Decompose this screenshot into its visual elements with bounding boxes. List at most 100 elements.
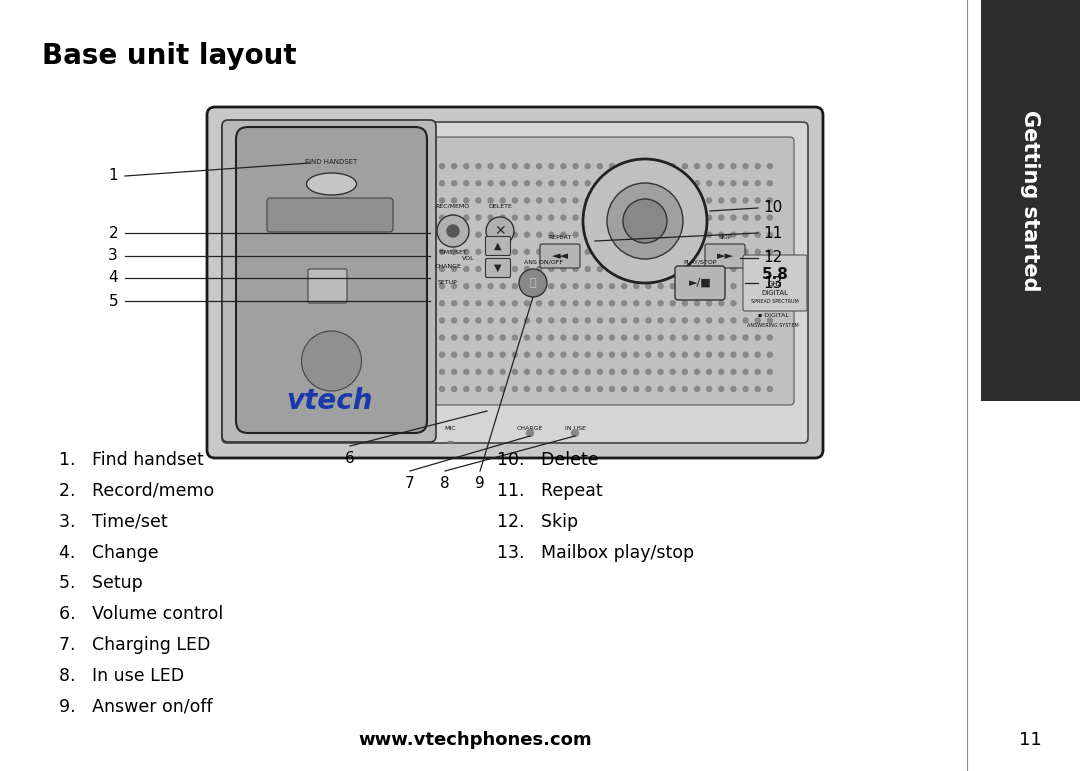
Circle shape — [597, 198, 603, 203]
Circle shape — [743, 352, 748, 357]
Text: 1.   Find handset: 1. Find handset — [59, 451, 204, 469]
Circle shape — [476, 335, 481, 340]
Circle shape — [476, 386, 481, 392]
Circle shape — [609, 180, 615, 186]
Circle shape — [573, 215, 578, 220]
Text: 8: 8 — [441, 476, 449, 491]
Circle shape — [585, 284, 590, 288]
Circle shape — [609, 335, 615, 340]
Circle shape — [451, 180, 457, 186]
Text: 10.   Delete: 10. Delete — [497, 451, 598, 469]
Circle shape — [646, 232, 651, 237]
Circle shape — [440, 267, 445, 271]
Circle shape — [597, 318, 603, 323]
FancyBboxPatch shape — [222, 122, 808, 443]
Circle shape — [583, 159, 707, 283]
Circle shape — [658, 163, 663, 169]
Circle shape — [646, 284, 651, 288]
Circle shape — [525, 198, 529, 203]
Circle shape — [488, 215, 494, 220]
Circle shape — [549, 284, 554, 288]
Circle shape — [463, 301, 469, 306]
Circle shape — [585, 163, 590, 169]
Circle shape — [706, 335, 712, 340]
Circle shape — [476, 301, 481, 306]
Text: FIND HANDSET: FIND HANDSET — [306, 159, 357, 165]
Circle shape — [537, 369, 542, 375]
Circle shape — [573, 267, 578, 271]
Circle shape — [719, 215, 724, 220]
Circle shape — [646, 215, 651, 220]
Circle shape — [731, 267, 735, 271]
Circle shape — [683, 215, 687, 220]
Circle shape — [561, 301, 566, 306]
Text: 11: 11 — [762, 225, 782, 241]
Circle shape — [634, 215, 638, 220]
Circle shape — [561, 249, 566, 254]
Circle shape — [719, 318, 724, 323]
Text: 12.   Skip: 12. Skip — [497, 513, 578, 530]
Circle shape — [500, 215, 505, 220]
Circle shape — [743, 335, 748, 340]
Circle shape — [646, 301, 651, 306]
Circle shape — [683, 180, 687, 186]
Circle shape — [683, 301, 687, 306]
Circle shape — [646, 318, 651, 323]
Text: 7.   Charging LED: 7. Charging LED — [59, 636, 211, 654]
FancyBboxPatch shape — [743, 255, 807, 311]
FancyBboxPatch shape — [426, 137, 794, 405]
Circle shape — [500, 267, 505, 271]
Circle shape — [549, 215, 554, 220]
Circle shape — [561, 198, 566, 203]
Circle shape — [476, 232, 481, 237]
Circle shape — [561, 284, 566, 288]
Circle shape — [609, 215, 615, 220]
Circle shape — [719, 267, 724, 271]
Text: ▬: ▬ — [447, 438, 454, 444]
Circle shape — [525, 163, 529, 169]
Circle shape — [622, 249, 626, 254]
Circle shape — [743, 215, 748, 220]
Circle shape — [463, 232, 469, 237]
Circle shape — [646, 249, 651, 254]
Circle shape — [585, 180, 590, 186]
Circle shape — [706, 318, 712, 323]
Text: 13: 13 — [762, 275, 782, 291]
Text: SPREAD SPECTRUM: SPREAD SPECTRUM — [751, 299, 799, 304]
Circle shape — [694, 352, 700, 357]
Circle shape — [671, 284, 675, 288]
Circle shape — [437, 215, 469, 247]
Circle shape — [301, 331, 362, 391]
Circle shape — [706, 215, 712, 220]
Circle shape — [488, 232, 494, 237]
Text: 12: 12 — [762, 251, 782, 265]
Text: PLAY/STOP: PLAY/STOP — [684, 260, 717, 265]
Circle shape — [755, 180, 760, 186]
Circle shape — [488, 301, 494, 306]
Circle shape — [755, 198, 760, 203]
Circle shape — [463, 267, 469, 271]
Circle shape — [683, 318, 687, 323]
Circle shape — [488, 318, 494, 323]
Circle shape — [597, 267, 603, 271]
Circle shape — [731, 232, 735, 237]
Text: CHANGE: CHANGE — [434, 264, 461, 268]
Circle shape — [537, 301, 542, 306]
Text: vtech: vtech — [287, 387, 374, 415]
Circle shape — [622, 301, 626, 306]
Circle shape — [585, 249, 590, 254]
Circle shape — [573, 180, 578, 186]
Ellipse shape — [307, 173, 356, 195]
Text: VOL: VOL — [462, 255, 475, 261]
Circle shape — [476, 163, 481, 169]
Text: 5: 5 — [108, 294, 118, 308]
Circle shape — [743, 284, 748, 288]
Circle shape — [768, 352, 772, 357]
Circle shape — [585, 267, 590, 271]
Circle shape — [731, 198, 735, 203]
Circle shape — [440, 335, 445, 340]
Circle shape — [609, 198, 615, 203]
Circle shape — [671, 267, 675, 271]
Circle shape — [500, 335, 505, 340]
Circle shape — [440, 215, 445, 220]
